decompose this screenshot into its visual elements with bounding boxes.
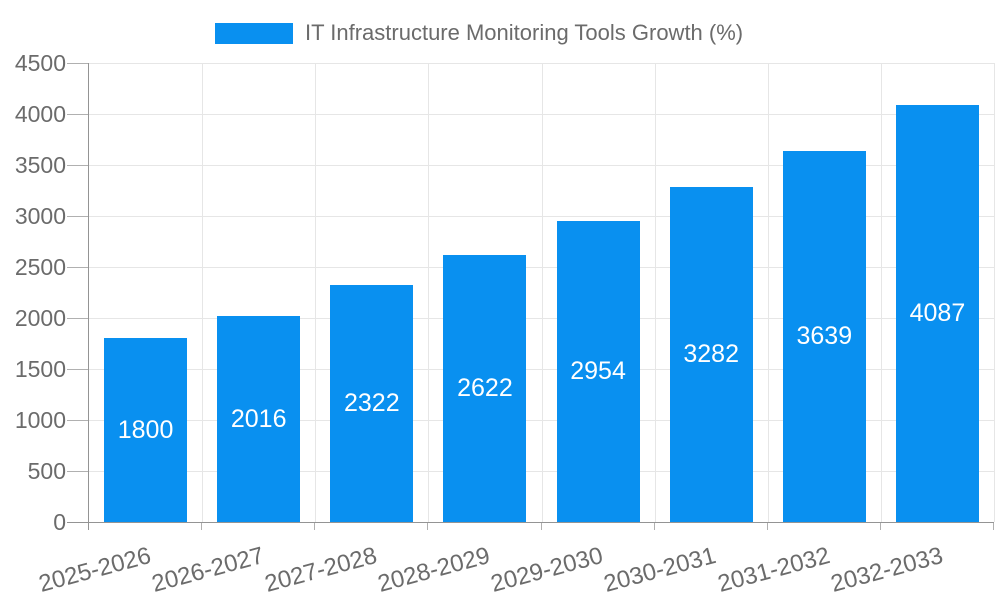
y-gridline — [89, 165, 994, 166]
y-axis-tick — [67, 522, 88, 523]
x-axis-label: 2026-2027 — [148, 542, 267, 598]
x-axis-tick — [88, 523, 89, 530]
x-axis-tick — [314, 523, 315, 530]
x-axis-tick — [541, 523, 542, 530]
y-axis-label: 3500 — [14, 152, 66, 178]
bar[interactable]: 2954 — [556, 220, 640, 522]
y-axis-label: 4500 — [14, 50, 66, 76]
bar[interactable]: 2622 — [443, 254, 527, 522]
y-axis-tick — [67, 471, 88, 472]
y-gridline — [89, 63, 994, 64]
y-gridline — [89, 114, 994, 115]
y-gridline — [89, 420, 994, 421]
y-gridline — [89, 471, 994, 472]
x-gridline — [428, 63, 429, 522]
bar[interactable]: 3282 — [669, 187, 753, 522]
x-axis-label: 2030-2031 — [601, 542, 720, 598]
y-axis-tick — [67, 318, 88, 319]
y-axis-label: 1000 — [14, 407, 66, 433]
y-gridline — [89, 369, 994, 370]
x-gridline — [655, 63, 656, 522]
x-gridline — [542, 63, 543, 522]
x-axis-label: 2027-2028 — [261, 542, 380, 598]
x-axis-tick — [993, 523, 994, 530]
y-axis-label: 2500 — [14, 254, 66, 280]
bar[interactable]: 2322 — [330, 285, 414, 522]
x-axis-tick — [427, 523, 428, 530]
x-axis-label: 2032-2033 — [827, 542, 946, 598]
y-axis-label: 1500 — [14, 356, 66, 382]
x-gridline — [994, 63, 995, 522]
x-axis-label: 2031-2032 — [714, 542, 833, 598]
bar-value-label: 4087 — [909, 299, 966, 328]
legend-label: IT Infrastructure Monitoring Tools Growt… — [305, 20, 744, 45]
bar-value-label: 2622 — [457, 373, 513, 402]
x-axis-tick — [654, 523, 655, 530]
x-axis-label: 2029-2030 — [488, 542, 607, 598]
bar-value-label: 3639 — [796, 321, 853, 350]
y-axis-tick — [67, 369, 88, 370]
bar[interactable]: 4087 — [895, 105, 979, 522]
x-gridline — [768, 63, 769, 522]
y-axis-label: 3000 — [14, 203, 66, 229]
y-axis-tick — [67, 114, 88, 115]
x-axis-tick — [201, 523, 202, 530]
y-axis-tick — [67, 216, 88, 217]
x-axis-label: 2025-2026 — [35, 542, 154, 598]
bar[interactable]: 3639 — [782, 150, 866, 522]
x-gridline — [315, 63, 316, 522]
y-axis-tick — [67, 63, 88, 64]
y-axis-label: 4000 — [14, 101, 66, 127]
legend-swatch-icon — [215, 22, 293, 44]
legend[interactable]: IT Infrastructure Monitoring Tools Growt… — [215, 22, 743, 44]
plot-area: 1800 2016 2322 2622 2954 3282 3639 4087 — [88, 63, 995, 523]
y-gridline — [89, 318, 994, 319]
bar[interactable]: 2016 — [217, 316, 301, 522]
bar-value-label: 1800 — [117, 415, 174, 444]
y-axis-tick — [67, 420, 88, 421]
bar[interactable]: 1800 — [104, 338, 188, 522]
y-axis-tick — [67, 267, 88, 268]
y-axis-label: 2000 — [14, 305, 66, 331]
bar-value-label: 3282 — [683, 340, 739, 369]
bar-value-label: 2322 — [344, 389, 400, 418]
x-axis-tick — [767, 523, 768, 530]
x-gridline — [202, 63, 203, 522]
x-axis-tick — [880, 523, 881, 530]
bar-value-label: 2016 — [230, 404, 287, 433]
y-gridline — [89, 216, 994, 217]
y-gridline — [89, 267, 994, 268]
x-axis-label: 2028-2029 — [375, 542, 493, 598]
y-axis-tick — [67, 165, 88, 166]
y-axis-label: 0 — [53, 509, 66, 535]
bar-value-label: 2954 — [570, 356, 626, 385]
x-gridline — [881, 63, 882, 522]
y-axis-label: 500 — [27, 458, 66, 484]
